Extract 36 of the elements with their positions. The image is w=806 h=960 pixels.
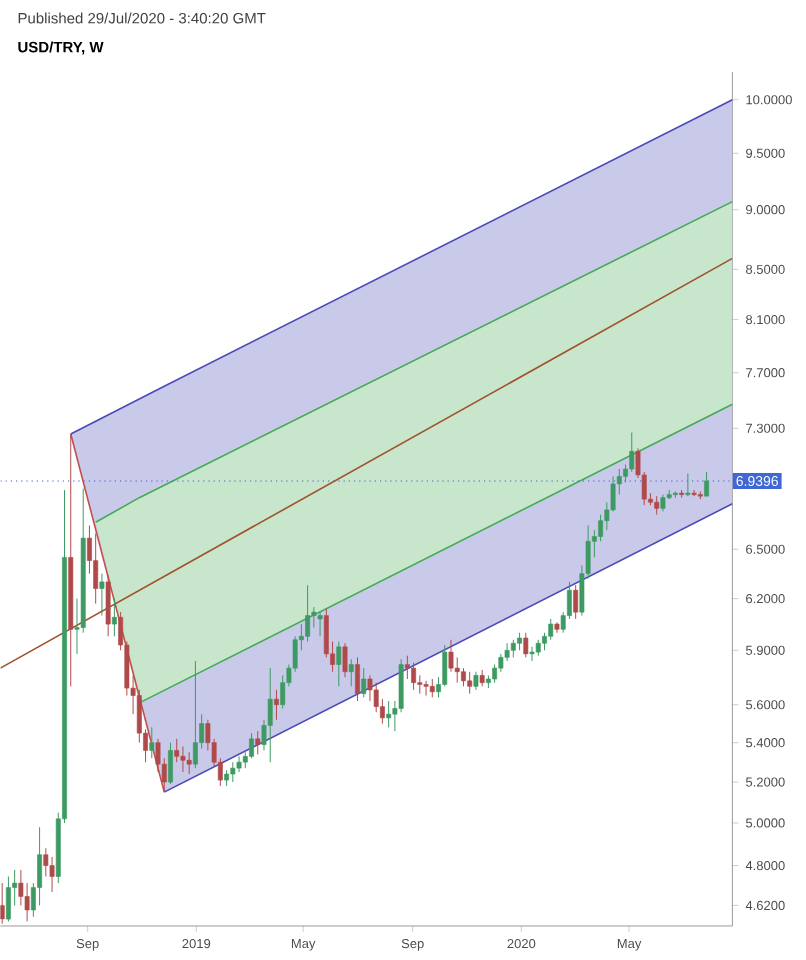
candlestick <box>410 662 416 691</box>
candlestick <box>273 689 279 721</box>
candlestick <box>180 746 186 773</box>
candlestick <box>317 611 323 637</box>
candlestick <box>49 856 55 893</box>
candlestick <box>467 671 472 695</box>
candlestick <box>105 574 111 637</box>
candlestick <box>305 584 310 643</box>
candlestick <box>703 471 709 497</box>
candlestick <box>111 598 117 637</box>
candlestick <box>149 726 155 759</box>
candlestick <box>386 700 391 728</box>
candlestick <box>255 730 260 755</box>
candlestick <box>529 646 535 662</box>
candlestick <box>361 667 366 698</box>
candlestick <box>523 632 529 658</box>
candlestick <box>348 658 354 687</box>
candlestick <box>423 680 429 696</box>
candlestick <box>691 489 697 497</box>
candlestick <box>230 761 236 783</box>
candlestick <box>429 678 435 698</box>
candlestick <box>336 641 342 687</box>
candlestick <box>99 573 105 617</box>
candlestick <box>654 495 659 516</box>
candlestick <box>354 656 360 702</box>
candlestick <box>685 472 691 497</box>
candlestick <box>342 642 348 678</box>
candlestick <box>0 882 5 925</box>
candlestick <box>167 742 173 785</box>
candlestick <box>267 667 273 763</box>
candlestick <box>573 584 578 620</box>
candlestick <box>186 751 192 775</box>
candlestick <box>93 532 98 605</box>
candlestick <box>473 671 479 691</box>
candlestick <box>5 875 11 922</box>
candlestick <box>192 660 198 769</box>
